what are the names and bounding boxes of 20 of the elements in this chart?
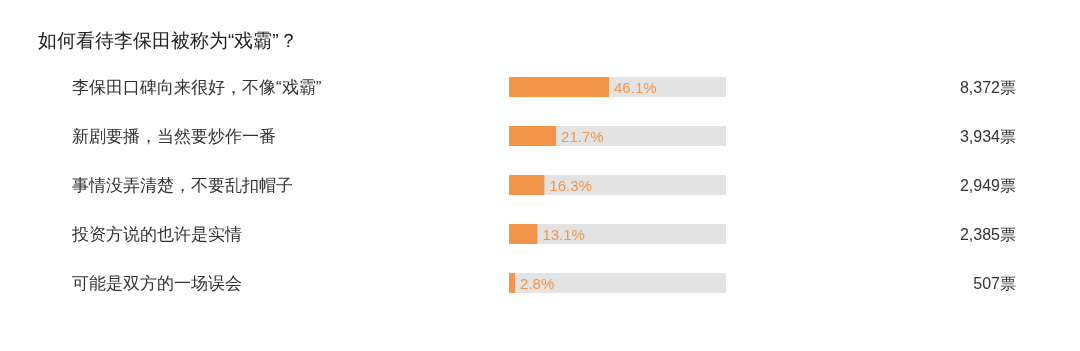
- data-label: 46.1%: [614, 79, 657, 96]
- data-label: 13.1%: [542, 226, 585, 243]
- annotation: 2,949票: [959, 177, 1016, 194]
- annotation: 3,934票: [959, 128, 1016, 145]
- annotation: 2,385票: [959, 226, 1016, 243]
- annotation: 507票: [973, 275, 1016, 292]
- category-label: 新剧要播，当然要炒作一番: [72, 127, 276, 146]
- title: 如何看待李保田被称为“戏霸”？: [38, 30, 298, 51]
- bar: [509, 126, 557, 146]
- annotation: 8,372票: [959, 79, 1016, 96]
- bar: [509, 224, 538, 244]
- bar: [509, 273, 516, 293]
- data-label: 16.3%: [549, 177, 592, 194]
- category-label: 投资方说的也许是实情: [72, 225, 242, 244]
- data-label: 2.8%: [520, 275, 555, 292]
- category-label: 李保田口碑向来很好，不像“戏霸”: [72, 78, 322, 97]
- bar: [509, 175, 545, 195]
- data-label: 21.7%: [561, 128, 604, 145]
- category-label: 可能是双方的一场误会: [72, 274, 242, 293]
- category-label: 事情没弄清楚，不要乱扣帽子: [72, 176, 293, 195]
